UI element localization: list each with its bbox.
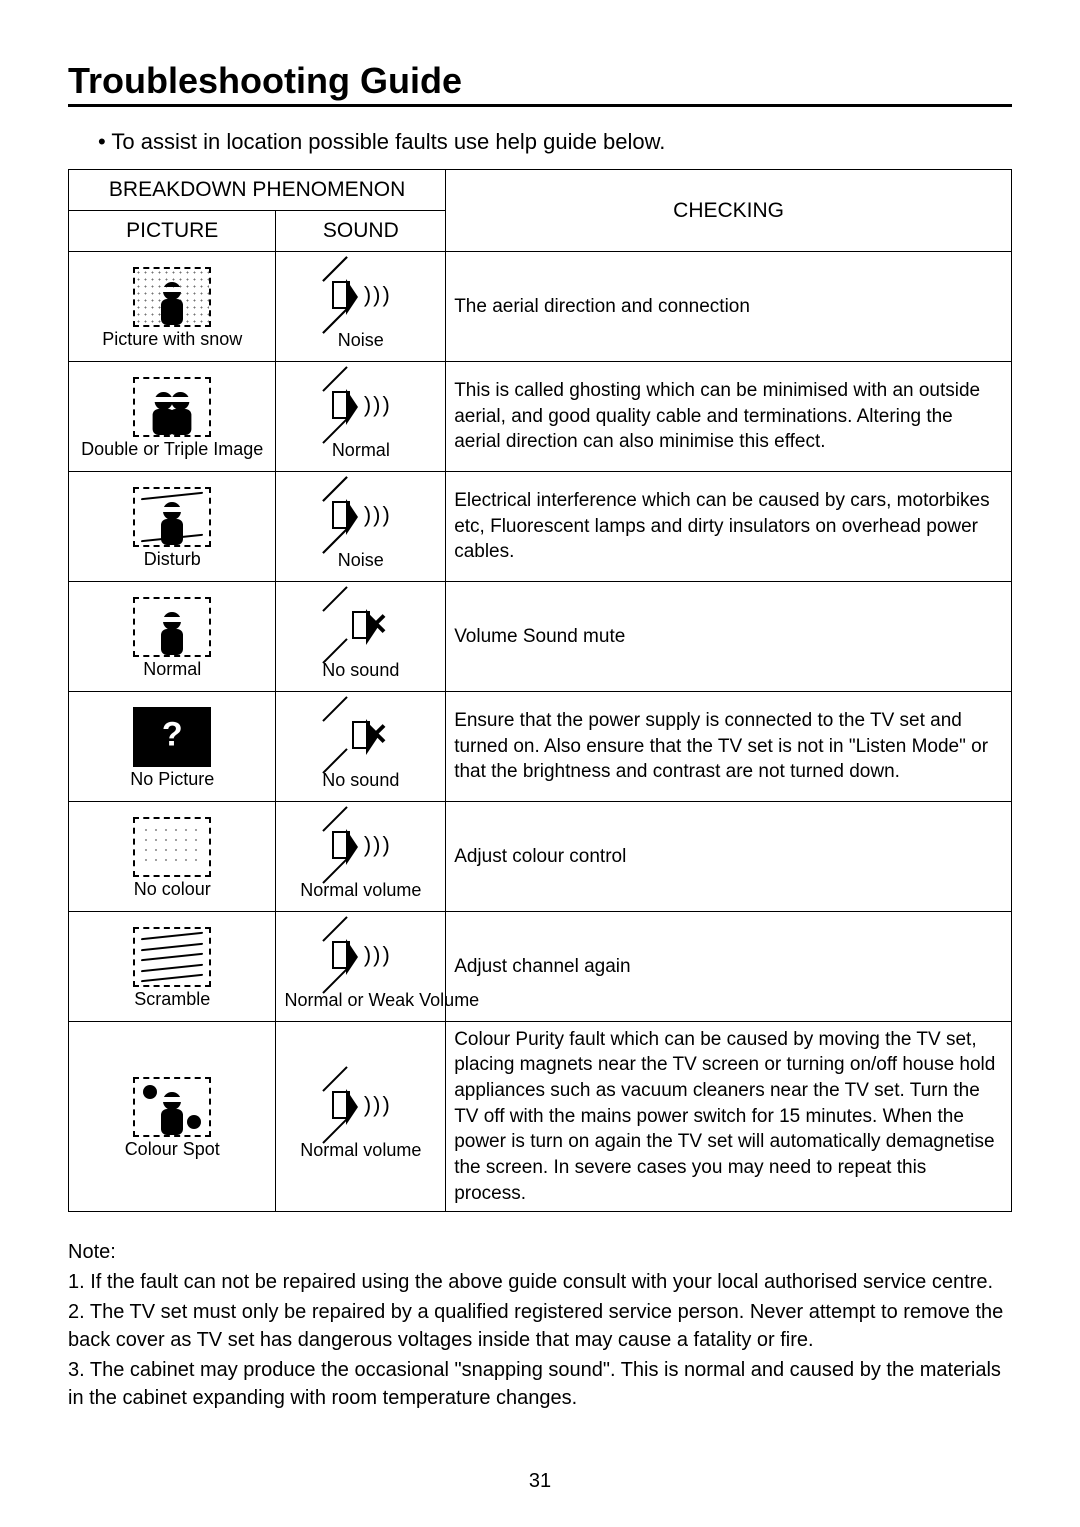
checking-cell: Adjust channel again (446, 912, 1012, 1022)
note-line: 3. The cabinet may produce the occasiona… (68, 1356, 1012, 1412)
speaker-icon: ))) (284, 1072, 437, 1138)
table-row: Picture with snow ))) Noise The aerial d… (69, 252, 1012, 362)
table-row: Scramble ))) Normal or Weak Volume Adjus… (69, 912, 1012, 1022)
table-body: Picture with snow ))) Noise The aerial d… (69, 252, 1012, 1212)
speaker-icon: ))) (284, 372, 437, 438)
troubleshooting-table: BREAKDOWN PHENOMENON CHECKING PICTURE SO… (68, 169, 1012, 1212)
person-icon (151, 1087, 193, 1135)
speaker-icon: ))) (284, 482, 437, 548)
intro-bullet: • To assist in location possible faults … (98, 129, 1012, 155)
picture-caption: Colour Spot (77, 1139, 267, 1160)
speaker-icon: ))) (284, 812, 437, 878)
sound-caption: No sound (284, 660, 437, 681)
page: Troubleshooting Guide • To assist in loc… (0, 0, 1080, 1527)
mute-icon: ✕ (363, 608, 388, 643)
picture-cell: Picture with snow (69, 252, 276, 362)
speaker-icon: ✕ (284, 592, 437, 658)
picture-cell: Colour Spot (69, 1022, 276, 1212)
sound-cell: ))) Noise (276, 472, 446, 582)
checking-cell: Colour Purity fault which can be caused … (446, 1022, 1012, 1212)
speaker-icon: ✕ (284, 702, 437, 768)
header-picture: PICTURE (69, 211, 276, 252)
checking-cell: Adjust colour control (446, 802, 1012, 912)
sound-cell: ✕ No sound (276, 582, 446, 692)
speaker-icon: ))) (284, 262, 437, 328)
notes-heading: Note: (68, 1238, 1012, 1266)
sound-cell: ))) Noise (276, 252, 446, 362)
note-line: 1. If the fault can not be repaired usin… (68, 1268, 1012, 1296)
checking-cell: The aerial direction and connection (446, 252, 1012, 362)
mute-icon: ✕ (363, 718, 388, 753)
sound-cell: ))) Normal volume (276, 1022, 446, 1212)
sound-caption: Normal volume (284, 1140, 437, 1161)
picture-cell: No colour (69, 802, 276, 912)
picture-cell: Normal (69, 582, 276, 692)
sound-caption: Noise (284, 330, 437, 351)
picture-caption: No Picture (77, 769, 267, 790)
page-number: 31 (0, 1470, 1080, 1493)
sound-cell: ✕ No sound (276, 692, 446, 802)
table-row: Disturb ))) Noise Electrical interferenc… (69, 472, 1012, 582)
sound-waves-icon: ))) (364, 944, 390, 966)
question-icon: ? (162, 716, 183, 755)
table-row: ? No Picture ✕ No sound Ensure that the … (69, 692, 1012, 802)
speaker-icon: ))) (284, 922, 437, 988)
table-row: Colour Spot ))) Normal volume Colour Pur… (69, 1022, 1012, 1212)
checking-cell: Ensure that the power supply is connecte… (446, 692, 1012, 802)
picture-caption: Scramble (77, 989, 267, 1010)
sound-waves-icon: ))) (364, 834, 390, 856)
sound-cell: ))) Normal (276, 362, 446, 472)
header-checking: CHECKING (446, 170, 1012, 252)
checking-cell: Volume Sound mute (446, 582, 1012, 692)
note-line: 2. The TV set must only be repaired by a… (68, 1298, 1012, 1354)
picture-cell: Double or Triple Image (69, 362, 276, 472)
table-row: No colour ))) Normal volume Adjust colou… (69, 802, 1012, 912)
header-sound: SOUND (276, 211, 446, 252)
header-breakdown: BREAKDOWN PHENOMENON (69, 170, 446, 211)
person-icon (151, 607, 193, 655)
sound-caption: Normal or Weak Volume (284, 990, 437, 1011)
checking-cell: This is called ghosting which can be min… (446, 362, 1012, 472)
picture-cell: ? No Picture (69, 692, 276, 802)
picture-cell: Disturb (69, 472, 276, 582)
sound-waves-icon: ))) (364, 504, 390, 526)
sound-cell: ))) Normal volume (276, 802, 446, 912)
sound-waves-icon: ))) (364, 1094, 390, 1116)
checking-cell: Electrical interference which can be cau… (446, 472, 1012, 582)
table-row: Double or Triple Image ))) Normal This i… (69, 362, 1012, 472)
picture-caption: Normal (77, 659, 267, 680)
sound-caption: Normal (284, 440, 437, 461)
title-block: Troubleshooting Guide (68, 60, 1012, 107)
person-icon (160, 387, 202, 435)
sound-waves-icon: ))) (364, 394, 390, 416)
sound-caption: Normal volume (284, 880, 437, 901)
sound-caption: Noise (284, 550, 437, 571)
sound-caption: No sound (284, 770, 437, 791)
picture-caption: Picture with snow (77, 329, 267, 350)
picture-caption: No colour (77, 879, 267, 900)
picture-cell: Scramble (69, 912, 276, 1022)
page-title: Troubleshooting Guide (68, 60, 462, 101)
table-row: Normal ✕ No sound Volume Sound mute (69, 582, 1012, 692)
sound-cell: ))) Normal or Weak Volume (276, 912, 446, 1022)
picture-caption: Disturb (77, 549, 267, 570)
picture-caption: Double or Triple Image (77, 439, 267, 460)
sound-waves-icon: ))) (364, 284, 390, 306)
notes-block: Note: 1. If the fault can not be repaire… (68, 1238, 1012, 1412)
